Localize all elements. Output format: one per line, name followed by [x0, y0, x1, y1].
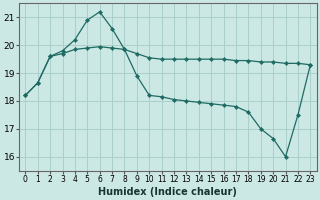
- X-axis label: Humidex (Indice chaleur): Humidex (Indice chaleur): [98, 187, 237, 197]
